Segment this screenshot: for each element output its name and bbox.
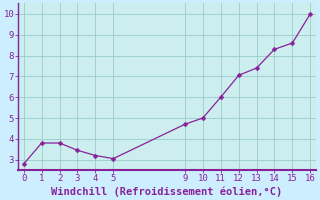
X-axis label: Windchill (Refroidissement éolien,°C): Windchill (Refroidissement éolien,°C) xyxy=(52,186,283,197)
